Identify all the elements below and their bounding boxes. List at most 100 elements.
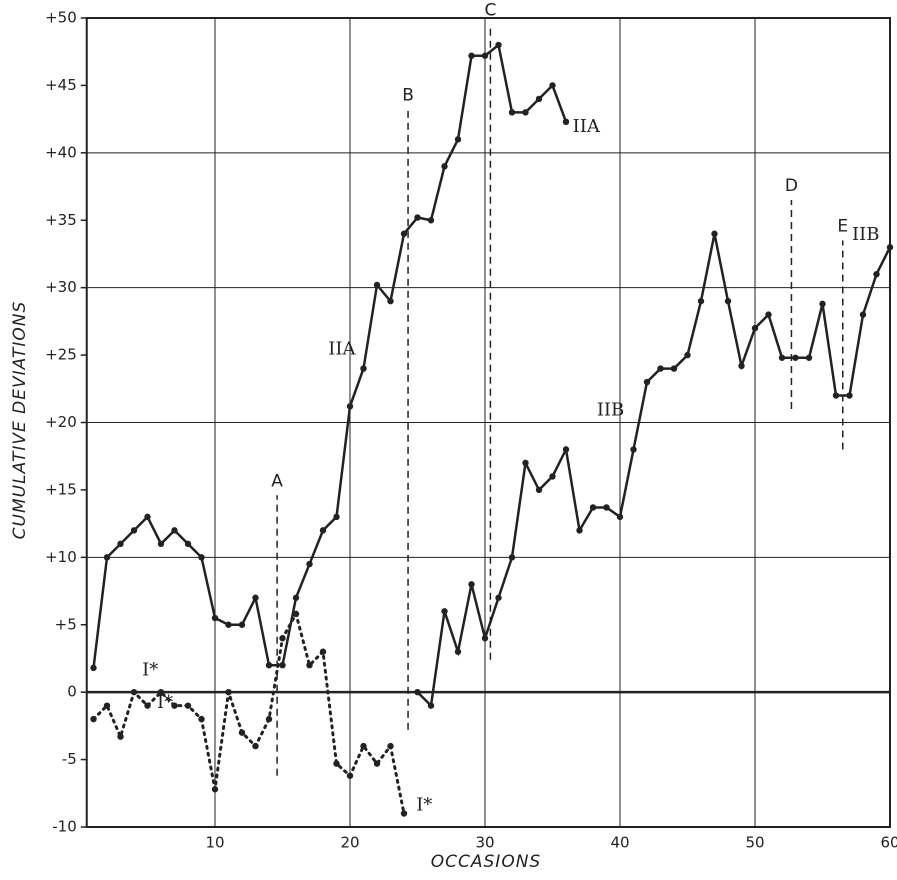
y-tick-label: +10 [45,548,77,566]
data-point [792,354,799,361]
data-point [589,504,597,511]
data-point [576,527,583,534]
data-point [454,648,462,655]
data-point [886,244,894,251]
data-point [711,230,718,237]
y-tick-label: +45 [45,76,77,94]
data-point [319,527,327,534]
data-point [495,594,502,601]
data-point [279,635,286,642]
data-point [630,446,637,453]
data-point [522,109,529,116]
series-label: IIB [852,224,879,245]
data-point [130,527,138,534]
data-point [616,513,624,521]
data-point [117,733,124,740]
data-point [265,662,273,669]
y-tick-label: +25 [45,346,77,364]
data-point [508,554,516,561]
data-point [859,311,867,318]
data-point [279,662,286,669]
data-point [306,662,313,669]
data-point [805,354,813,361]
series-line [416,233,892,709]
data-point [265,715,273,723]
data-point [400,810,408,817]
data-point [90,715,97,723]
data-point [832,392,840,399]
data-point [103,554,111,561]
data-point [724,297,732,305]
series-label: I* [416,794,432,815]
data-point [562,118,570,126]
data-point [441,608,448,615]
data-point [468,581,475,588]
marker-label: D [785,176,798,196]
data-point [225,688,232,696]
data-point [387,297,394,305]
data-point [225,621,232,628]
data-point [697,297,705,305]
data-point [117,540,124,548]
data-point [198,554,205,561]
data-point [495,41,502,49]
data-point [549,473,556,480]
y-tick-label: -10 [52,818,77,836]
data-point [292,610,300,618]
y-tick-label: +5 [55,615,77,633]
y-tick-label: +40 [45,143,77,161]
data-point [738,362,745,370]
data-point [90,664,97,672]
x-axis-label: OCCASIONS [431,852,541,872]
x-tick-label: 20 [340,834,359,852]
data-point [238,621,246,628]
data-point [346,772,354,779]
y-tick-label: 0 [67,683,77,701]
marker-label: B [402,86,414,106]
series-label: I* [157,692,173,713]
y-tick-label: +20 [45,413,77,431]
data-point [643,378,651,386]
data-point [346,403,354,410]
data-point [427,702,435,709]
data-point [657,365,664,372]
data-point [360,365,367,372]
x-tick-label: 30 [475,834,494,852]
data-point [333,760,340,767]
data-point [319,648,327,655]
data-point [670,365,678,372]
x-tick-label: 40 [610,834,629,852]
data-point [360,742,367,750]
data-point [441,163,448,170]
marker-label: A [271,471,283,491]
x-tick-label: 50 [745,834,764,852]
x-tick-label: 10 [205,834,224,852]
data-point [238,729,246,736]
data-point [211,786,219,793]
y-tick-label: +50 [45,9,77,27]
y-tick-label: +15 [45,480,77,498]
series-label: IIA [573,116,601,137]
data-point [535,95,543,103]
data-point [603,504,610,511]
y-tick-label: +30 [45,278,77,296]
data-point [184,540,192,548]
data-point [184,702,192,709]
data-point [198,715,205,723]
data-point [468,52,475,59]
data-point [171,702,178,709]
data-point [103,702,111,709]
series-line [92,609,406,816]
data-point [373,760,381,767]
data-point [481,635,489,642]
data-point [144,702,151,709]
data-point [535,486,543,494]
y-tick-label: -5 [62,750,77,768]
data-point [481,52,489,59]
data-point [846,392,853,399]
data-point [778,354,786,361]
marker-label: C [484,1,496,21]
data-point [252,594,259,601]
data-point [414,688,421,696]
data-point [157,540,165,548]
